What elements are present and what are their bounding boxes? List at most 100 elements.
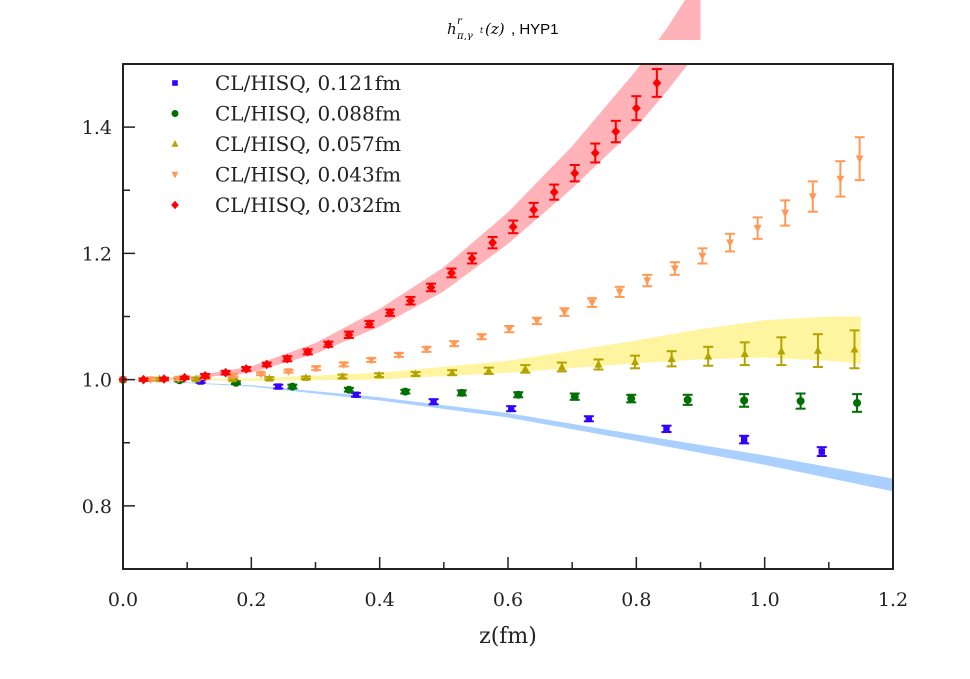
data-point (139, 374, 148, 385)
data-point (401, 387, 410, 396)
data-point (853, 398, 862, 407)
data-point (192, 374, 201, 383)
data-point (615, 288, 624, 297)
data-point (282, 353, 292, 364)
data-point (726, 239, 735, 248)
legend-item: CL/HISQ, 0.057fm (171, 132, 401, 156)
legend-item: CL/HISQ, 0.088fm (171, 102, 401, 126)
data-point (631, 103, 641, 113)
data-point (508, 405, 515, 412)
y-tick-label: 1.4 (82, 117, 112, 139)
data-point (262, 359, 272, 370)
data-point (698, 252, 707, 261)
axes: 0.0 0.2 0.4 0.6 0.8 1.0 1.2 0.8 1.0 1.2 1.4 (82, 117, 908, 611)
data-point (288, 382, 297, 391)
series-3 (119, 136, 865, 385)
chart-title: h r π,γ t (z) , HYP1 (447, 16, 559, 42)
data-point (796, 397, 805, 406)
data-point (740, 436, 748, 443)
data-point (352, 391, 360, 398)
legend-marker (172, 80, 178, 86)
data-point (457, 388, 466, 397)
data-point (488, 237, 497, 248)
data-point (344, 330, 354, 340)
data-point (836, 175, 845, 184)
data-point (180, 372, 189, 383)
data-point (631, 357, 640, 366)
data-point (301, 373, 310, 381)
data-point (818, 448, 825, 455)
data-point (529, 205, 539, 215)
data-point (643, 277, 652, 285)
legend-marker (171, 171, 179, 179)
data-point (740, 396, 749, 405)
data-point (159, 374, 169, 384)
data-point (560, 308, 569, 317)
x-tick-label: 1.0 (750, 589, 780, 611)
data-point (549, 187, 559, 197)
legend-label: CL/HISQ, 0.043fm (215, 163, 401, 187)
data-point (200, 371, 210, 381)
data-point (197, 378, 204, 385)
legend-label: CL/HISQ, 0.057fm (215, 132, 401, 156)
data-point (557, 362, 566, 371)
data-point (367, 356, 376, 365)
legend-marker (171, 110, 179, 117)
data-point (514, 390, 523, 399)
data-point (221, 367, 231, 378)
data-point (508, 222, 518, 232)
x-tick-label: 0.8 (621, 589, 651, 611)
data-point (590, 148, 600, 158)
data-point (275, 383, 282, 390)
data-point (450, 340, 459, 349)
data-point (256, 370, 265, 379)
title-subsup: t (480, 26, 484, 35)
data-point (585, 415, 593, 422)
data-point (753, 224, 762, 233)
x-tick-label: 1.2 (878, 589, 908, 611)
data-point (683, 395, 692, 404)
data-point (344, 385, 353, 394)
legend-marker (171, 140, 179, 147)
data-point (777, 346, 786, 355)
data-point (385, 307, 395, 318)
series-2 (119, 329, 860, 383)
data-point (594, 360, 603, 368)
data-point (422, 346, 431, 354)
data-point (663, 425, 670, 433)
data-point (704, 351, 713, 360)
data-point (484, 366, 493, 374)
data-point (448, 368, 457, 376)
data-point (850, 344, 859, 353)
legend-item: CL/HISQ, 0.121fm (172, 71, 401, 95)
data-point (375, 370, 384, 379)
series-0 (119, 376, 827, 458)
x-tick-label: 0.2 (236, 589, 266, 611)
series-4 (118, 68, 662, 385)
data-point (174, 375, 183, 384)
x-tick-label: 0.4 (365, 589, 395, 611)
legend-label: CL/HISQ, 0.032fm (215, 193, 401, 217)
x-tick-label: 0.0 (108, 589, 138, 611)
data-point (323, 339, 333, 350)
y-tick-label: 1.0 (82, 370, 112, 392)
data-point (241, 364, 251, 374)
data-point (477, 333, 486, 342)
data-point (505, 325, 514, 334)
x-tick-label: 0.6 (493, 589, 523, 611)
data-point (411, 369, 420, 378)
data-point (570, 392, 579, 401)
data-point (467, 253, 477, 264)
legend: CL/HISQ, 0.121fm CL/HISQ, 0.088fm CL/HISQ,… (171, 71, 401, 217)
data-point (532, 317, 541, 326)
title-main: h (447, 20, 457, 38)
fit-band-0 (123, 379, 893, 492)
data-point (284, 368, 293, 376)
data-point (521, 364, 530, 373)
data-point (303, 347, 313, 357)
y-tick-label: 1.2 (82, 243, 112, 265)
data-point (570, 168, 580, 179)
data-point (588, 299, 597, 308)
x-axis-title: z(fm) (479, 624, 537, 649)
data-point (667, 354, 676, 362)
